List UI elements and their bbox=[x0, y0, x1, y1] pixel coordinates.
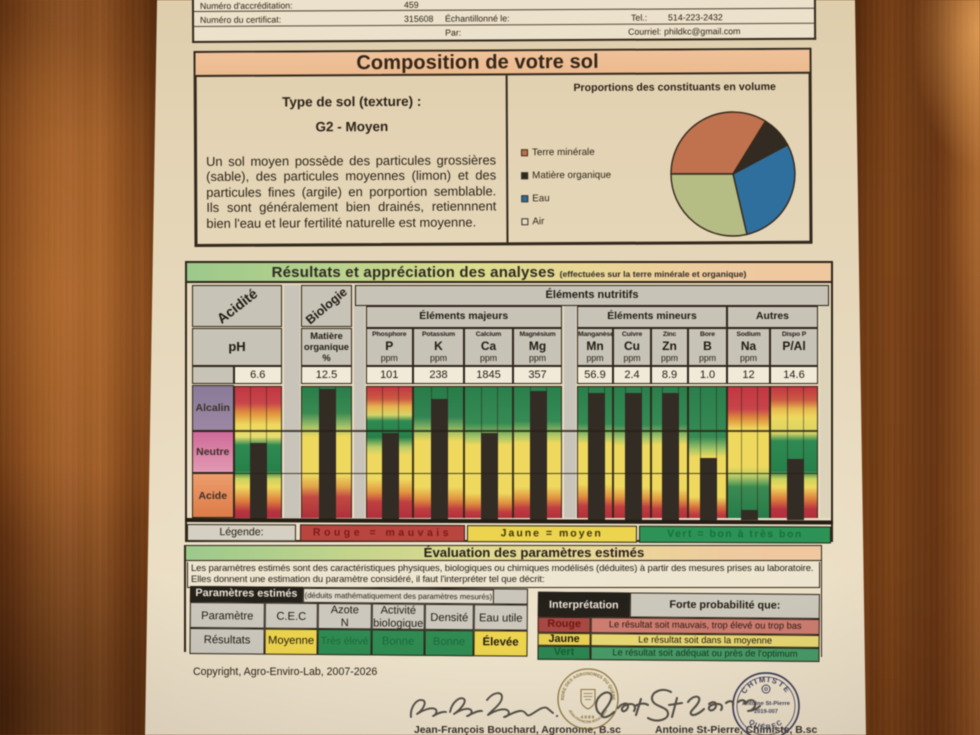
svg-text:2019-007: 2019-007 bbox=[754, 709, 778, 715]
svg-text:ORDRE DES AGRONOMES DU QUÉBEC: ORDRE DES AGRONOMES DU QUÉBEC bbox=[390, 658, 616, 701]
svg-text:4689: 4689 bbox=[581, 715, 596, 721]
svg-text:Antoine St-Pierre: Antoine St-Pierre bbox=[742, 701, 791, 707]
svg-text:QUÉBEC: QUÉBEC bbox=[747, 719, 785, 732]
